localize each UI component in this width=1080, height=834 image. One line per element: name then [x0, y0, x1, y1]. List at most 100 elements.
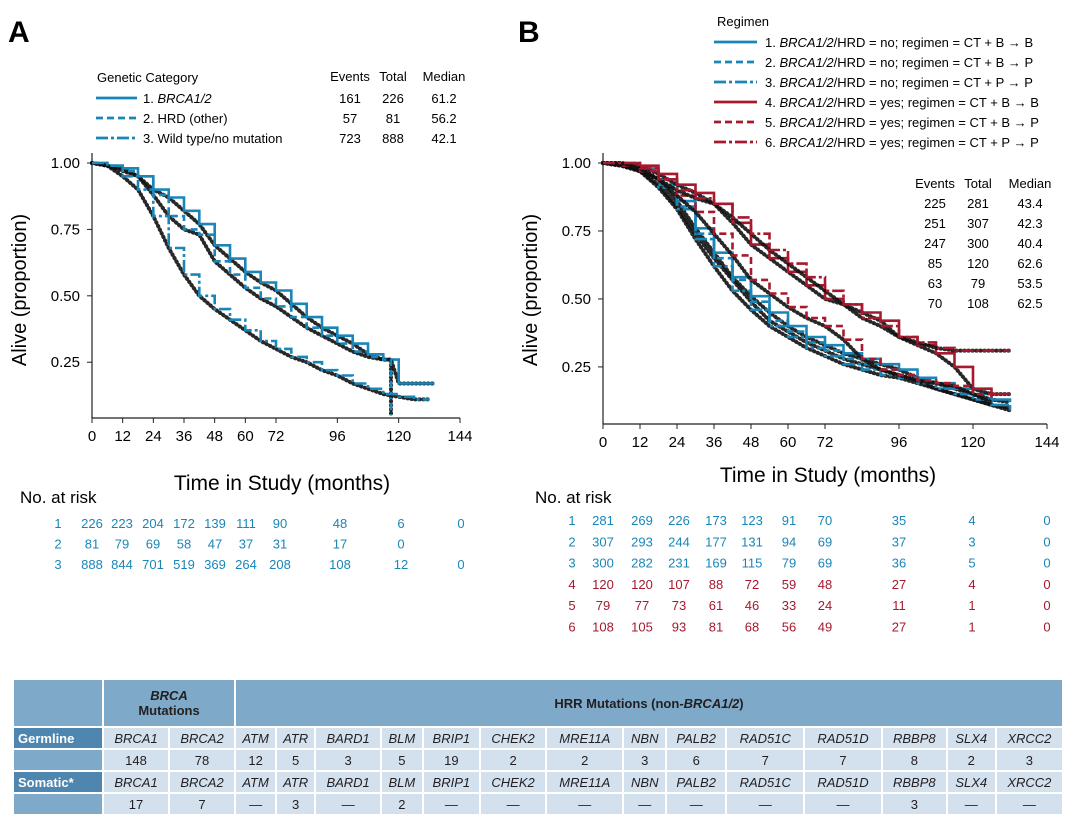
risk-value: 701: [142, 557, 164, 572]
germline-count-rbbp8: 8: [882, 750, 946, 770]
stats-b-col-median: Median: [1009, 176, 1052, 191]
y-tick-label: 1.00: [51, 155, 80, 172]
x-tick-label: 24: [145, 428, 162, 445]
legend-a-col-median: Median: [423, 69, 466, 84]
stats-b-total-1: 281: [967, 196, 989, 211]
risk-value: 120: [631, 577, 653, 592]
somatic-gene-blm: BLM: [382, 772, 422, 792]
risk-value: 69: [818, 534, 832, 549]
risk-value: 173: [705, 513, 727, 528]
risk-value: 33: [782, 598, 796, 613]
panel-b-letter: B: [518, 16, 540, 49]
stats-b-total-4: 120: [967, 256, 989, 271]
risk-value: 4: [968, 513, 975, 528]
risk-value: 77: [635, 598, 649, 613]
germline-gene-row: Germline BRCA1 BRCA2 ATM ATR BARD1 BLM BRIP1 CHE…: [14, 728, 1062, 748]
x-tick-label: 36: [176, 428, 193, 445]
x-tick-label: 72: [268, 428, 285, 445]
risk-value: 48: [818, 577, 832, 592]
risk-value: 177: [705, 534, 727, 549]
germline-count-row: 148 78 12 5 3 5 19 2 2 3 6 7 7 8 2 3: [14, 750, 1062, 770]
somatic-gene-bard1: BARD1: [316, 772, 381, 792]
legend-a-label-1: 1. BRCA1/2: [143, 91, 212, 106]
risk-row-id: 6: [568, 620, 575, 635]
risk-value: 81: [709, 620, 723, 635]
legend-a-events-2: 57: [343, 111, 357, 126]
germline-gene-brca2: BRCA2: [170, 728, 235, 748]
risk-value: 27: [892, 577, 906, 592]
risk-value: 107: [668, 577, 690, 592]
km-curve-2: [92, 161, 393, 416]
risk-value: 91: [782, 513, 796, 528]
germline-gene-rbbp8: RBBP8: [882, 728, 946, 748]
risk-value: 48: [333, 516, 347, 531]
germline-count-blm: 5: [382, 750, 422, 770]
somatic-gene-nbn: NBN: [624, 772, 666, 792]
somatic-gene-atr: ATR: [277, 772, 315, 792]
legend-b-label-4: 4. BRCA1/2/HRD = yes; regimen = CT + B →…: [765, 95, 1039, 110]
legend-a-events-1: 161: [339, 91, 361, 106]
risk-value: 293: [631, 534, 653, 549]
x-tick-label: 144: [447, 428, 472, 445]
somatic-gene-rad51d: RAD51D: [805, 772, 881, 792]
legend-b-label-3: 3. BRCA1/2/HRD = no; regimen = CT + P → …: [765, 75, 1033, 90]
germline-gene-atr: ATR: [277, 728, 315, 748]
risk-value: 90: [273, 516, 287, 531]
risk-value: 72: [745, 577, 759, 592]
somatic-count-atm: —: [236, 794, 276, 814]
panel-a-plot: 0 12 24 36 48 60 72 96 120 144 1.00 0.75 0.50 0.25: [51, 153, 473, 445]
x-tick-label: 0: [599, 434, 607, 451]
legend-a-label-2: 2. HRD (other): [143, 111, 228, 126]
risk-value: 3: [968, 534, 975, 549]
risk-value: 12: [394, 557, 408, 572]
risk-value: 70: [818, 513, 832, 528]
risk-value: 6: [397, 516, 404, 531]
risk-value: 172: [173, 516, 195, 531]
somatic-count-mre11a: —: [547, 794, 623, 814]
panel-b-risk-title: No. at risk: [535, 488, 612, 507]
y-tick-label: 0.25: [562, 359, 591, 376]
panel-a-letter: A: [8, 16, 30, 49]
x-tick-label: 96: [329, 428, 346, 445]
panel-a-risk-title: No. at risk: [20, 488, 97, 507]
stats-b-events-5: 63: [928, 276, 942, 291]
somatic-count-chek2: —: [481, 794, 546, 814]
risk-value: 226: [81, 516, 103, 531]
risk-value: 1: [968, 620, 975, 635]
risk-value: 111: [236, 516, 256, 531]
risk-value: 94: [782, 534, 796, 549]
legend-b-title: Regimen: [717, 14, 769, 29]
germline-gene-mre11a: MRE11A: [547, 728, 623, 748]
somatic-count-brca1: 17: [104, 794, 169, 814]
legend-a-col-events: Events: [330, 69, 370, 84]
somatic-gene-chek2: CHEK2: [481, 772, 546, 792]
stats-b-events-3: 247: [924, 236, 946, 251]
somatic-count-brip1: —: [423, 794, 480, 814]
risk-value: 37: [239, 537, 253, 552]
legend-a-col-total: Total: [379, 69, 407, 84]
somatic-count-slx4: —: [947, 794, 995, 814]
panel-b-plot: 0 12 24 36 48 60 72 96 120 144 1.00 0.75 0.50 0.25: [562, 153, 1060, 451]
risk-value: 0: [1043, 620, 1050, 635]
risk-value: 88: [709, 577, 723, 592]
risk-value: 281: [592, 513, 614, 528]
risk-value: 46: [745, 598, 759, 613]
stats-b-events-1: 225: [924, 196, 946, 211]
germline-gene-rad51c: RAD51C: [727, 728, 804, 748]
germline-gene-xrcc2: XRCC2: [996, 728, 1062, 748]
legend-b-label-2: 2. BRCA1/2/HRD = no; regimen = CT + B → …: [765, 55, 1033, 70]
legend-a-total-2: 81: [386, 111, 400, 126]
legend-a-total-3: 888: [382, 131, 404, 146]
germline-gene-slx4: SLX4: [947, 728, 995, 748]
risk-value: 169: [705, 556, 727, 571]
legend-b-label-6: 6. BRCA1/2/HRD = yes; regimen = CT + P →…: [765, 135, 1039, 150]
risk-row-id: 4: [568, 577, 575, 592]
germline-gene-blm: BLM: [382, 728, 422, 748]
x-tick-label: 144: [1034, 434, 1059, 451]
stats-b-total-6: 108: [967, 296, 989, 311]
risk-value: 204: [142, 516, 164, 531]
risk-value: 115: [742, 556, 763, 571]
risk-value: 49: [818, 620, 832, 635]
germline-gene-brip1: BRIP1: [423, 728, 480, 748]
germline-gene-brca1: BRCA1: [104, 728, 169, 748]
